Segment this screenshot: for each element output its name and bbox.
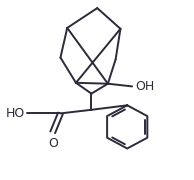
Text: OH: OH xyxy=(135,80,154,93)
Text: HO: HO xyxy=(5,107,25,120)
Text: O: O xyxy=(48,137,58,150)
